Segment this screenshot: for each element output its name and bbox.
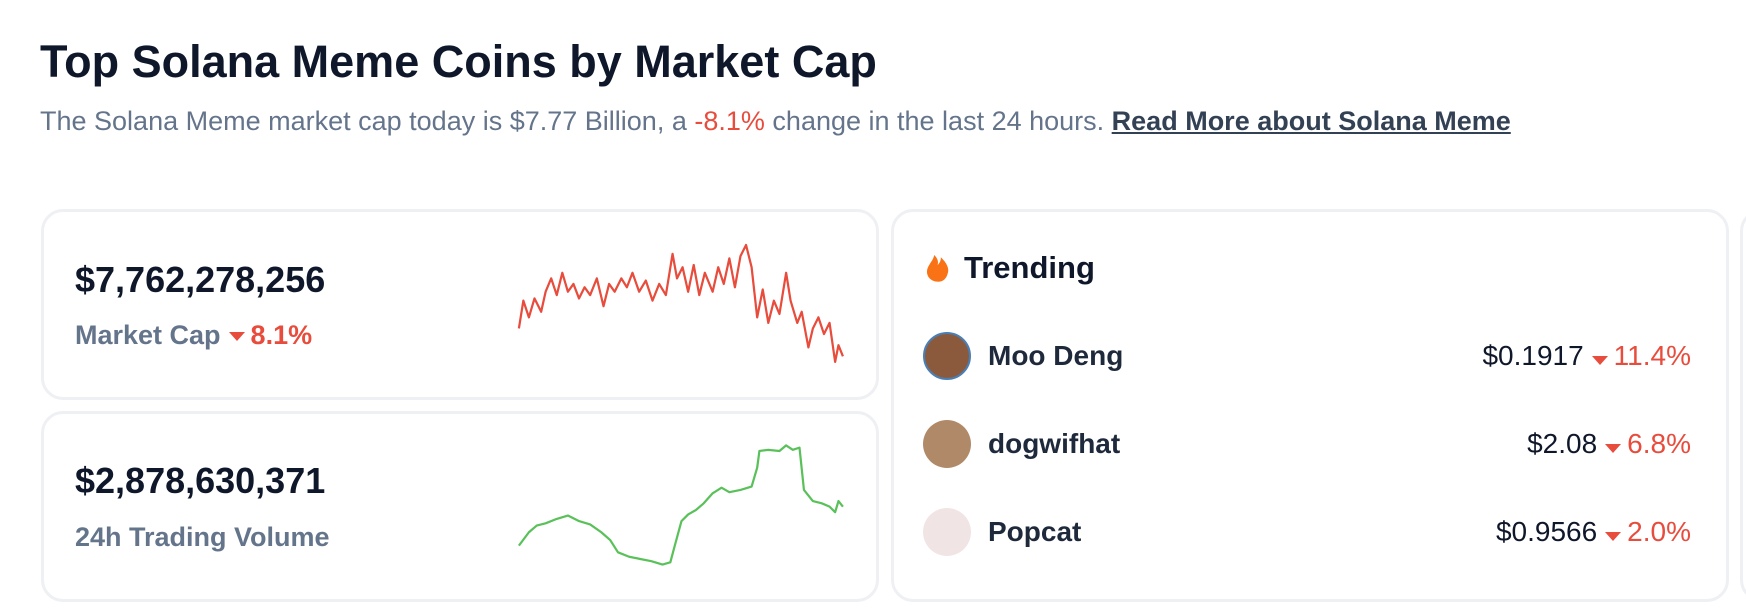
coin-change: 11.4% [1613, 340, 1691, 371]
coin-price: $2.08 [1527, 428, 1598, 459]
market-cap-label: Market Cap 8.1% [75, 320, 312, 351]
volume-card [41, 411, 879, 602]
label: Market Cap [75, 320, 221, 350]
coin-price: $0.1917 [1482, 340, 1584, 371]
coin-price: $0.9566 [1495, 516, 1598, 547]
subtitle-change: -8.1% [694, 106, 765, 136]
down-arrow [228, 332, 245, 342]
fire-icon [926, 254, 949, 282]
subtitle-text: The Solana Meme market cap today is $7.7… [40, 106, 687, 136]
volume-sparkline [518, 444, 844, 566]
avatar [923, 508, 971, 556]
volume-value: $2,878,630,371 [75, 460, 326, 501]
market-cap-sparkline [517, 243, 844, 364]
coin-change: 2.0% [1627, 516, 1691, 547]
volume-label: 24h Trading Volume [75, 522, 330, 552]
coin-name[interactable]: Popcat [988, 516, 1082, 547]
avatar [923, 332, 971, 380]
coin-name[interactable]: dogwifhat [988, 428, 1121, 459]
coin-change: 6.8% [1627, 428, 1691, 459]
trending-title: Trending [964, 250, 1095, 285]
subtitle: The Solana Meme market cap today is $7.7… [40, 106, 1511, 137]
market-cap-value: $7,762,278,256 [75, 259, 326, 300]
market-cap-change: 8.1% [250, 320, 313, 350]
coin-name[interactable]: Moo Deng [988, 340, 1124, 371]
coin-price-row: $0.9566 2.0% [1496, 516, 1691, 548]
down-arrow [1605, 444, 1622, 454]
read-more-link[interactable]: Read More about Solana Meme [1111, 106, 1511, 136]
trending-card [891, 209, 1729, 602]
coin-price-row: $0.1917 11.4% [1482, 340, 1691, 372]
down-arrow [1591, 356, 1608, 366]
avatar [923, 420, 971, 468]
market-cap-card [41, 209, 879, 400]
subtitle-text: change in the last 24 hours. [772, 106, 1105, 136]
page-title: Top Solana Meme Coins by Market Cap [40, 36, 877, 87]
down-arrow [1605, 532, 1622, 542]
coin-price-row: $2.08 6.8% [1527, 428, 1691, 460]
